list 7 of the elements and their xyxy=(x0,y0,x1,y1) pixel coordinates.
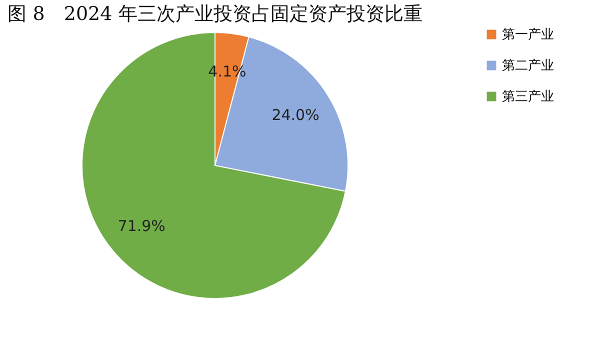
pie-slice xyxy=(82,32,346,299)
legend-label: 第一产业 xyxy=(502,28,554,42)
chart-title: 图 8 2024 年三次产业投资占固定资产投资比重 xyxy=(8,3,422,25)
legend-label: 第三产业 xyxy=(502,90,554,104)
data-label: 24.0% xyxy=(272,106,320,124)
legend-label: 第二产业 xyxy=(502,58,554,74)
data-label: 71.9% xyxy=(118,216,166,235)
